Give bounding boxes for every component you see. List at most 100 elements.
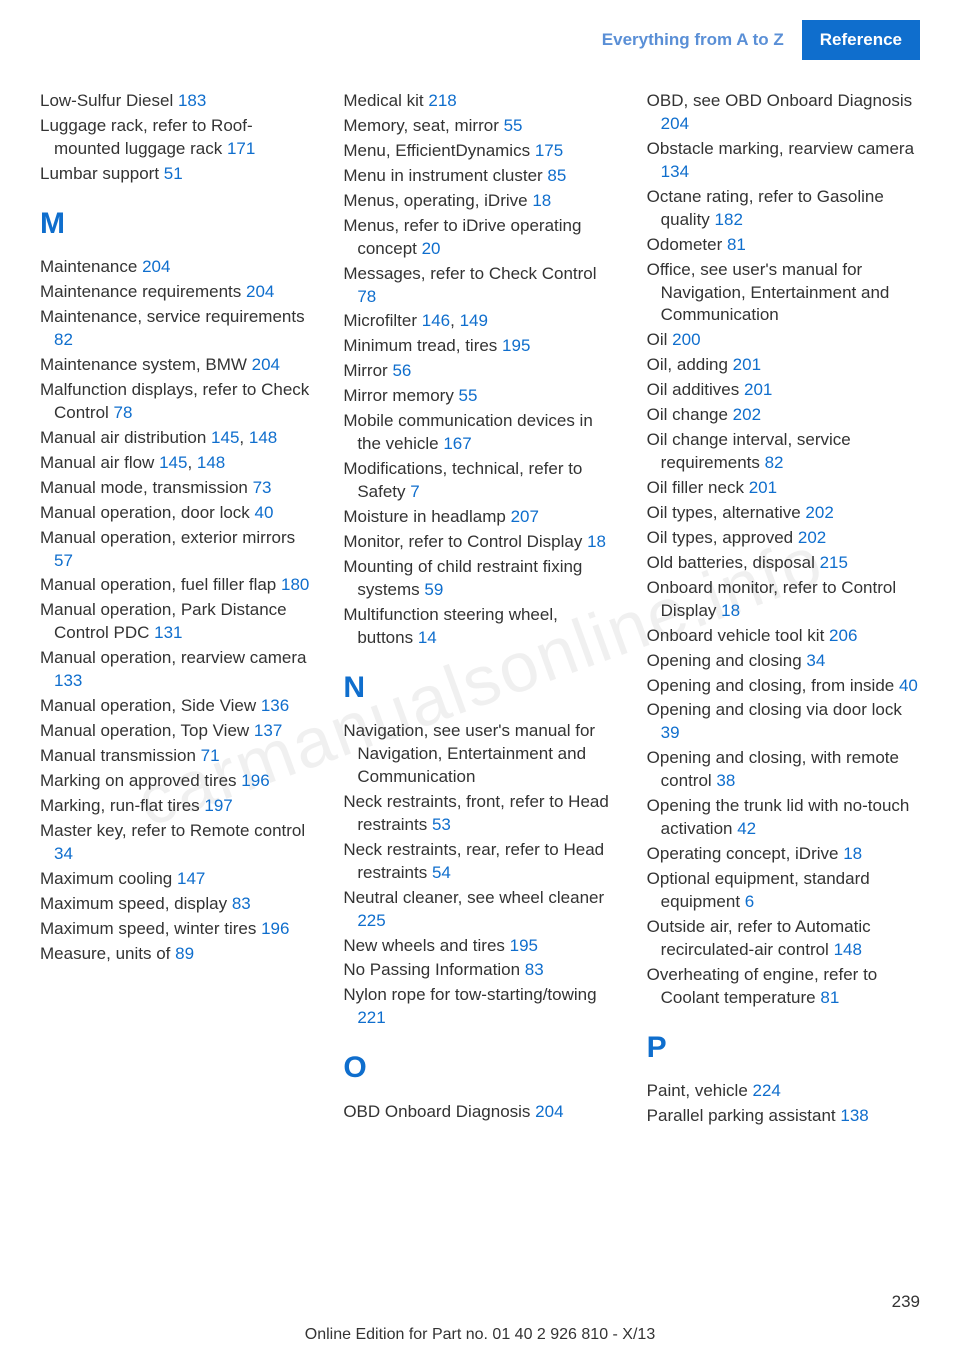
entry-text: Multifunction steering wheel, buttons [343, 605, 558, 647]
page-ref-link[interactable]: 148 [197, 453, 225, 472]
page-ref-link[interactable]: 215 [820, 553, 848, 572]
index-entry: Manual operation, Park Dis­tance Control… [40, 599, 313, 645]
page-ref-link[interactable]: 197 [204, 796, 232, 815]
page-ref-link[interactable]: 146 [422, 311, 450, 330]
page-ref-link[interactable]: 34 [54, 844, 73, 863]
page-ref-link[interactable]: 20 [422, 239, 441, 258]
index-entry: Microfilter 146, 149 [343, 310, 616, 333]
page-ref-link[interactable]: 204 [142, 257, 170, 276]
entry-text: Messages, refer to Check Control [343, 264, 596, 283]
page-ref-link[interactable]: 138 [840, 1106, 868, 1125]
page-ref-link[interactable]: 225 [357, 911, 385, 930]
page-ref-link[interactable]: 204 [535, 1102, 563, 1121]
page-ref-link[interactable]: 54 [432, 863, 451, 882]
page-ref-link[interactable]: 204 [252, 355, 280, 374]
index-entry: Menus, operating, iDrive 18 [343, 190, 616, 213]
page-ref-link[interactable]: 180 [281, 575, 309, 594]
page-ref-link[interactable]: 14 [418, 628, 437, 647]
page-ref-link[interactable]: 171 [227, 139, 255, 158]
page-ref-link[interactable]: 134 [661, 162, 689, 181]
index-entry: Menu, EfficientDynamics 175 [343, 140, 616, 163]
page-ref-link[interactable]: 207 [511, 507, 539, 526]
page-ref-link[interactable]: 148 [249, 428, 277, 447]
page-ref-link[interactable]: 202 [733, 405, 761, 424]
page-ref-link[interactable]: 147 [177, 869, 205, 888]
page-ref-link[interactable]: 204 [246, 282, 274, 301]
index-column: OBD, see OBD Onboard Di­agnosis 204Obsta… [647, 90, 920, 1130]
page-ref-link[interactable]: 55 [504, 116, 523, 135]
page-ref-link[interactable]: 221 [357, 1008, 385, 1027]
page-ref-link[interactable]: 201 [744, 380, 772, 399]
page-ref-link[interactable]: 131 [154, 623, 182, 642]
entry-text: Memory, seat, mirror [343, 116, 503, 135]
page-ref-link[interactable]: 38 [716, 771, 735, 790]
entry-text: Octane rating, refer to Gaso­line qualit… [647, 187, 884, 229]
page-ref-link[interactable]: 145 [211, 428, 239, 447]
index-entry: Malfunction displays, refer to Check Con… [40, 379, 313, 425]
page-ref-link[interactable]: 53 [432, 815, 451, 834]
page-ref-link[interactable]: 59 [424, 580, 443, 599]
page-ref-link[interactable]: 148 [834, 940, 862, 959]
page-ref-link[interactable]: 81 [727, 235, 746, 254]
page-ref-link[interactable]: 204 [661, 114, 689, 133]
page-ref-link[interactable]: 55 [459, 386, 478, 405]
page-ref-link[interactable]: 196 [241, 771, 269, 790]
page-ref-link[interactable]: 218 [428, 91, 456, 110]
entry-text: Opening and closing via door lock [647, 700, 902, 719]
page-ref-link[interactable]: 34 [806, 651, 825, 670]
index-entry: Menus, refer to iDrive operat­ing concep… [343, 215, 616, 261]
page-ref-link[interactable]: 18 [843, 844, 862, 863]
page-ref-link[interactable]: 78 [357, 287, 376, 306]
page-ref-link[interactable]: 202 [798, 528, 826, 547]
page-ref-link[interactable]: 182 [715, 210, 743, 229]
entry-text: Luggage rack, refer to Roof-mounted lugg… [40, 116, 253, 158]
page-ref-link[interactable]: 82 [765, 453, 784, 472]
page-ref-link[interactable]: 200 [672, 330, 700, 349]
page-ref-link[interactable]: 133 [54, 671, 82, 690]
page-ref-link[interactable]: 82 [54, 330, 73, 349]
entry-text: Maintenance system, BMW [40, 355, 252, 374]
page-ref-link[interactable]: 202 [805, 503, 833, 522]
entry-text: Parallel parking assistant [647, 1106, 841, 1125]
page-ref-link[interactable]: 18 [587, 532, 606, 551]
page-ref-link[interactable]: 195 [510, 936, 538, 955]
entry-text: Opening and closing, with re­mote contro… [647, 748, 899, 790]
index-entry: Opening the trunk lid with no-touch acti… [647, 795, 920, 841]
page-ref-link[interactable]: 85 [547, 166, 566, 185]
page-ref-link[interactable]: 39 [661, 723, 680, 742]
page-ref-link[interactable]: 167 [443, 434, 471, 453]
page-ref-link[interactable]: 83 [232, 894, 251, 913]
entry-text: Marking on approved tires [40, 771, 241, 790]
entry-text: Oil filler neck [647, 478, 749, 497]
page-ref-link[interactable]: 83 [525, 960, 544, 979]
page-ref-link[interactable]: 89 [175, 944, 194, 963]
entry-text: Manual transmission [40, 746, 201, 765]
page-ref-link[interactable]: 42 [737, 819, 756, 838]
page-ref-link[interactable]: 137 [254, 721, 282, 740]
page-ref-link[interactable]: 56 [392, 361, 411, 380]
page-ref-link[interactable]: 201 [749, 478, 777, 497]
page-ref-link[interactable]: 78 [114, 403, 133, 422]
page-ref-link[interactable]: 201 [733, 355, 761, 374]
page-ref-link[interactable]: 6 [745, 892, 754, 911]
page-ref-link[interactable]: 40 [899, 676, 918, 695]
page-ref-link[interactable]: 81 [820, 988, 839, 1007]
page-ref-link[interactable]: 224 [753, 1081, 781, 1100]
page-ref-link[interactable]: 183 [178, 91, 206, 110]
page-ref-link[interactable]: 7 [410, 482, 419, 501]
page-ref-link[interactable]: 18 [532, 191, 551, 210]
page-ref-link[interactable]: 195 [502, 336, 530, 355]
page-ref-link[interactable]: 136 [261, 696, 289, 715]
page-ref-link[interactable]: 149 [460, 311, 488, 330]
page-ref-link[interactable]: 73 [253, 478, 272, 497]
page-ref-link[interactable]: 18 [721, 601, 740, 620]
page-ref-link[interactable]: 40 [255, 503, 274, 522]
page-ref-link[interactable]: 145 [159, 453, 187, 472]
page-ref-link[interactable]: 196 [261, 919, 289, 938]
index-entry: Manual mode, transmis­sion 73 [40, 477, 313, 500]
page-ref-link[interactable]: 206 [829, 626, 857, 645]
page-ref-link[interactable]: 175 [535, 141, 563, 160]
page-ref-link[interactable]: 51 [164, 164, 183, 183]
page-ref-link[interactable]: 71 [201, 746, 220, 765]
page-ref-link[interactable]: 57 [54, 551, 73, 570]
